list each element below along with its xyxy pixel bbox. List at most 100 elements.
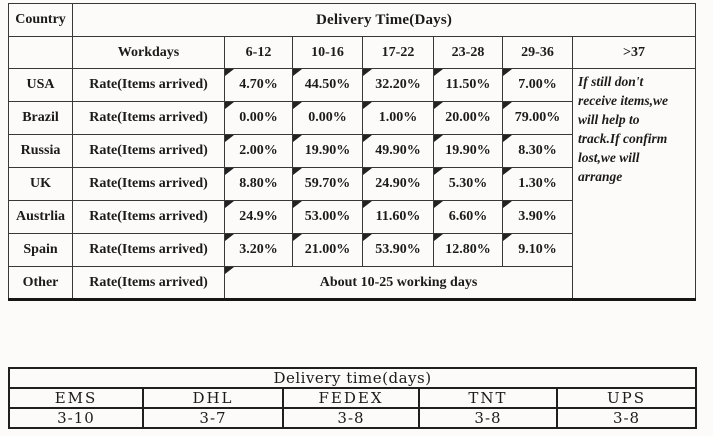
country-header-cell: Country [8, 3, 73, 37]
rate-value: 5.30% [448, 176, 488, 191]
rate-cell: 0.00% [292, 101, 363, 135]
rate-value: 24.9% [239, 209, 278, 224]
table-row: Delivery time(days) [7, 367, 698, 389]
rate-cell: 49.90% [362, 134, 434, 168]
rate-value: 32.20% [375, 77, 421, 92]
table-row: USA Rate(Items arrived) 4.70% 44.50% 32.… [8, 68, 697, 300]
rate-cell: 3.90% [502, 200, 573, 234]
rate-cell: 8.80% [224, 167, 293, 201]
country-cell: Russia [8, 134, 73, 168]
rate-label-cell: Rate(Items arrived) [72, 68, 225, 102]
cell-corner-mark [503, 102, 512, 109]
cell-corner-mark [293, 201, 302, 208]
rate-value: 24.90% [375, 176, 421, 191]
carrier-days-cell: 3-10 [8, 407, 144, 429]
rate-cell: 24.90% [362, 167, 434, 201]
rate-cell: 11.50% [433, 68, 503, 102]
rate-cell: 3.20% [224, 233, 293, 267]
cell-corner-mark [363, 69, 372, 76]
rate-cell: 59.70% [292, 167, 363, 201]
rate-cell: 79.00% [502, 101, 573, 135]
country-cell: USA [8, 68, 73, 102]
cell-corner-mark [503, 234, 512, 241]
rate-cell: 5.30% [433, 167, 503, 201]
cell-corner-mark [293, 69, 302, 76]
cell-corner-mark [225, 69, 234, 76]
cell-corner-mark [293, 102, 302, 109]
rate-value: 79.00% [514, 110, 561, 125]
rate-value: 0.00% [239, 110, 278, 125]
workdays-header-cell: Workdays [72, 36, 225, 69]
table-row: Other Rate(Items arrived) About 10-25 wo… [8, 266, 696, 300]
rate-cell: 9.10% [502, 233, 573, 267]
cell-corner-mark [503, 69, 512, 76]
rate-cell: 19.90% [433, 134, 503, 168]
rate-cell: 0.00% [224, 101, 293, 135]
cell-corner-mark [293, 168, 302, 175]
carrier-days-cell: 3-7 [142, 407, 284, 429]
rate-value: 21.00% [304, 242, 351, 257]
rate-cell: 1.00% [362, 101, 434, 135]
rate-cell: 11.60% [362, 200, 434, 234]
carrier-header-cell: TNT [418, 387, 558, 409]
day-range-header-cell: 29-36 [502, 36, 573, 69]
table-row: Spain Rate(Items arrived) 3.20% 21.00% 5… [8, 233, 696, 267]
rate-label-cell: Rate(Items arrived) [72, 266, 225, 300]
rate-cell: 4.70% [224, 68, 293, 102]
rate-value: 4.70% [239, 77, 278, 92]
rate-value: 49.90% [375, 143, 421, 158]
rate-cell: 53.90% [362, 233, 434, 267]
rate-label-cell: Rate(Items arrived) [72, 101, 225, 135]
cell-corner-mark [225, 102, 234, 109]
table-title: Delivery Time(Days) [71, 3, 697, 37]
cell-corner-mark [434, 102, 443, 109]
carrier-header-cell: UPS [555, 387, 698, 409]
rate-cell: 32.20% [362, 68, 434, 102]
rate-value: 3.90% [518, 209, 557, 224]
country-cell: Other [8, 266, 73, 300]
country-cell: Spain [8, 233, 73, 267]
day-range-header-cell: >37 [571, 36, 697, 69]
cell-corner-mark [225, 168, 234, 175]
cell-corner-mark [225, 234, 234, 241]
cell-corner-mark [503, 135, 512, 142]
rate-cell: 21.00% [292, 233, 363, 267]
rate-value: 3.20% [239, 242, 278, 257]
day-range-header-cell: 10-16 [292, 36, 363, 69]
cell-corner-mark [434, 69, 443, 76]
rate-cell: 44.50% [292, 68, 363, 102]
cell-corner-mark [225, 135, 234, 142]
day-range-header-cell: 17-22 [362, 36, 434, 69]
table-row: Country Delivery Time(Days) [8, 3, 697, 37]
cell-corner-mark [293, 135, 302, 142]
other-delivery-note: About 10-25 working days [319, 274, 478, 290]
carrier-delivery-table: Delivery time(days) EMS DHL FEDEX TNT UP… [7, 367, 698, 429]
rate-value: 0.00% [308, 110, 347, 125]
table-row: EMS DHL FEDEX TNT UPS [8, 387, 698, 409]
cell-corner-mark [363, 168, 372, 175]
day-range-header-cell: 23-28 [433, 36, 503, 69]
empty-header-cell [8, 36, 73, 69]
rate-cell: 7.00% [502, 68, 573, 102]
table-row: Brazil Rate(Items arrived) 0.00% 0.00% 1… [8, 101, 696, 135]
country-cell: Brazil [8, 101, 73, 135]
rate-value: 8.30% [518, 143, 557, 158]
rate-cell: 24.9% [224, 200, 293, 234]
rate-value: 53.90% [375, 242, 421, 257]
rate-value: 11.60% [375, 209, 421, 224]
rate-value: 11.50% [445, 77, 491, 92]
cell-corner-mark [434, 234, 443, 241]
side-note-cell: If still don't receive items,we will hel… [571, 68, 697, 300]
carrier-header-cell: FEDEX [282, 387, 420, 409]
rate-cell: 19.90% [292, 134, 363, 168]
cell-corner-mark [225, 201, 234, 208]
rate-value: 2.00% [239, 143, 278, 158]
rate-cell: 6.60% [433, 200, 503, 234]
rate-value: 9.10% [518, 242, 557, 257]
cell-corner-mark [434, 168, 443, 175]
rate-cell: 1.30% [502, 167, 573, 201]
cell-corner-mark [363, 102, 372, 109]
rate-label-cell: Rate(Items arrived) [72, 200, 225, 234]
rate-value: 8.80% [239, 176, 278, 191]
